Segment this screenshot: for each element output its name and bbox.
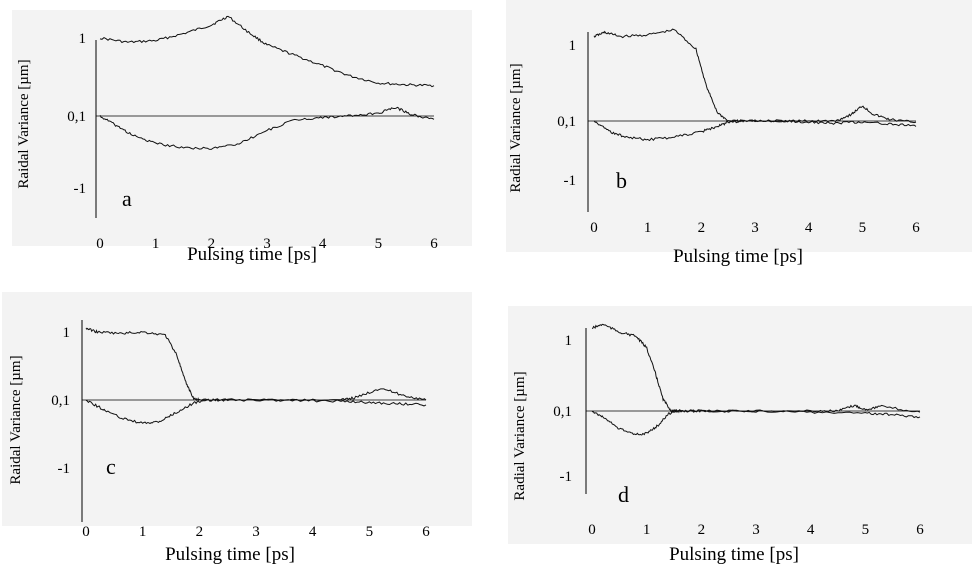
x-tick-label: 5 bbox=[375, 236, 383, 252]
series-line-2 bbox=[593, 119, 917, 142]
series-line-1 bbox=[85, 327, 427, 402]
y-tick-label: 0,1 bbox=[67, 109, 86, 125]
series-line-1 bbox=[99, 15, 435, 88]
x-tick-label: 5 bbox=[366, 524, 374, 540]
x-axis-title: Pulsing time [ps] bbox=[673, 246, 803, 267]
x-tick-label: 2 bbox=[196, 524, 204, 540]
panel-label: b bbox=[616, 168, 627, 193]
x-tick-label: 2 bbox=[208, 236, 216, 252]
y-tick-label: -1 bbox=[74, 181, 87, 197]
panel-label: a bbox=[122, 186, 132, 211]
x-tick-label: 3 bbox=[752, 522, 760, 538]
x-tick-label: 6 bbox=[430, 236, 438, 252]
series-line-2 bbox=[99, 106, 435, 150]
y-axis-title: Radial Variance [µm] bbox=[508, 63, 524, 192]
x-tick-label: 4 bbox=[805, 220, 813, 236]
x-tick-label: 2 bbox=[698, 522, 706, 538]
x-tick-label: 0 bbox=[96, 236, 104, 252]
chart-b: 1 0,1 -1 0 1 2 3 4 5 6 b Pulsing time [ps] Radial Va… bbox=[508, 28, 920, 267]
y-axis-title: Radial Variance [µm] bbox=[512, 371, 528, 500]
x-tick-label: 1 bbox=[643, 522, 651, 538]
x-tick-label: 3 bbox=[252, 524, 260, 540]
y-tick-label: -1 bbox=[564, 173, 577, 189]
y-axis-title: Raidal Variance [µm] bbox=[8, 355, 24, 484]
y-tick-label: 1 bbox=[63, 325, 71, 341]
y-tick-label: 0,1 bbox=[553, 404, 572, 420]
chart-a: 1 0,1 -1 0 1 2 3 4 5 6 a Pulsing time [ps] Raidal Va… bbox=[16, 15, 438, 265]
y-tick-label: -1 bbox=[58, 461, 71, 477]
y-axis-title: Raidal Variance [µm] bbox=[16, 59, 32, 188]
x-tick-label: 2 bbox=[698, 220, 706, 236]
x-axis-title: Pulsing time [ps] bbox=[165, 544, 295, 565]
x-tick-label: 1 bbox=[139, 524, 147, 540]
y-tick-label: 1 bbox=[569, 38, 577, 54]
x-tick-label: 4 bbox=[309, 524, 317, 540]
x-tick-label: 3 bbox=[263, 236, 271, 252]
x-tick-label: 0 bbox=[590, 220, 598, 236]
x-axis-title: Pulsing time [ps] bbox=[187, 244, 317, 265]
y-tick-label: 0,1 bbox=[557, 114, 576, 130]
series-line-1 bbox=[593, 28, 917, 124]
x-tick-label: 6 bbox=[422, 524, 430, 540]
y-tick-label: 1 bbox=[565, 333, 573, 349]
series-line-1 bbox=[591, 323, 921, 414]
x-tick-label: 3 bbox=[751, 220, 759, 236]
x-axis-title: Pulsing time [ps] bbox=[669, 544, 799, 565]
x-tick-label: 5 bbox=[862, 522, 870, 538]
panel-b: 1 0,1 -1 0 1 2 3 4 5 6 b Pulsing time [ps] Radial Va… bbox=[506, 0, 972, 267]
y-tick-label: 0,1 bbox=[51, 393, 70, 409]
series-line-2 bbox=[85, 398, 427, 425]
x-tick-label: 0 bbox=[588, 522, 596, 538]
panel-label: c bbox=[106, 454, 116, 479]
x-tick-label: 4 bbox=[319, 236, 327, 252]
x-tick-label: 4 bbox=[807, 522, 815, 538]
chart-c: 1 0,1 -1 0 1 2 3 4 5 6 c Pulsing time [ps] Raidal Va… bbox=[8, 320, 430, 565]
panel-d: 1 0,1 -1 0 1 2 3 4 5 6 d Pulsing time [ps] Radial Va… bbox=[508, 306, 972, 565]
y-tick-label: 1 bbox=[79, 31, 87, 47]
chart-d: 1 0,1 -1 0 1 2 3 4 5 6 d Pulsing time [ps] Radial Va… bbox=[512, 323, 924, 565]
panel-label: d bbox=[618, 482, 629, 507]
panel-a: 1 0,1 -1 0 1 2 3 4 5 6 a Pulsing time [ps] Raidal Va… bbox=[12, 10, 472, 265]
x-tick-label: 5 bbox=[859, 220, 867, 236]
x-tick-label: 1 bbox=[152, 236, 160, 252]
x-tick-label: 0 bbox=[82, 524, 90, 540]
series-line-2 bbox=[591, 409, 921, 436]
x-tick-label: 1 bbox=[644, 220, 652, 236]
y-tick-label: -1 bbox=[560, 469, 573, 485]
x-tick-label: 6 bbox=[912, 220, 920, 236]
panel-c: 1 0,1 -1 0 1 2 3 4 5 6 c Pulsing time [ps] Raidal Va… bbox=[2, 292, 472, 565]
x-tick-label: 6 bbox=[916, 522, 924, 538]
